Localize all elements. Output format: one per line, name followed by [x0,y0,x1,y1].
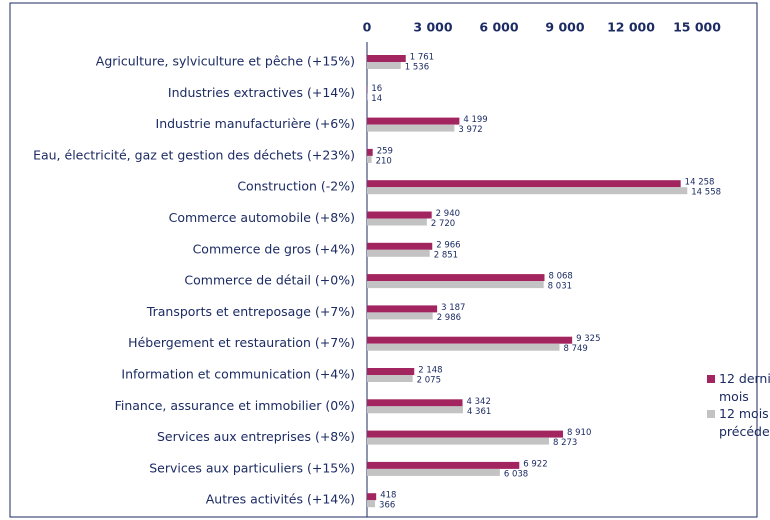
value-label: 14 558 [691,188,721,198]
value-label: 3 187 [441,303,465,313]
x-tick-label: 12 000 [607,20,655,35]
category-label: Transports et entreposage (+7%) [146,304,355,319]
value-label: 2 851 [434,250,458,260]
bar [367,218,427,226]
value-label: 1 761 [410,53,434,63]
value-label: 8 910 [567,428,591,438]
legend-label: 12 derniers mois [719,371,770,404]
bar [367,274,545,282]
bar [367,493,377,501]
bar [367,211,432,219]
value-label: 9 325 [576,334,600,344]
value-label: 16 [371,84,382,94]
value-label: 4 199 [463,115,487,125]
bar [367,430,564,438]
value-label: 8 273 [553,438,577,448]
bar [367,62,401,69]
bar [367,180,681,188]
bar [367,368,415,375]
x-tick-label: 9 000 [545,20,584,35]
bar [367,305,438,313]
bar [367,336,573,344]
value-label: 2 148 [418,366,442,376]
x-tick-label: 0 [363,20,372,35]
value-label: 2 986 [437,313,461,323]
value-label: 1 536 [405,63,429,73]
legend-label: 12 mois précédents [719,406,770,439]
category-label: Commerce de gros (+4%) [193,241,355,256]
value-label: 2 966 [436,240,460,250]
category-label: Autres activités (+14%) [206,492,355,507]
bar [367,187,688,195]
category-label: Industries extractives (+14%) [168,85,355,100]
category-label: Agriculture, sylviculture et pêche (+15%… [96,54,355,69]
value-label: 4 361 [467,407,491,417]
value-label: 4 342 [467,397,491,407]
value-label: 259 [377,146,393,156]
bar [367,437,550,445]
value-label: 418 [380,491,396,501]
bar [367,249,430,257]
category-label: Industrie manufacturière (+6%) [156,116,355,131]
bar [367,55,406,62]
bar [367,312,433,320]
bar [367,124,455,132]
x-tick-label: 15 000 [673,20,721,35]
bar [367,117,460,125]
frame [9,2,758,518]
legend-swatch [707,410,715,418]
bar [367,242,433,250]
category-label: Commerce de détail (+0%) [184,273,355,288]
value-label: 3 972 [458,125,482,135]
value-label: 8 068 [548,272,572,282]
bar [367,155,372,163]
category-label: Services aux particuliers (+15%) [149,460,355,475]
bar [367,406,463,414]
x-tick-label: 6 000 [479,20,518,35]
x-tick-label: 3 000 [413,20,452,35]
value-label: 8 031 [548,282,572,292]
bar [367,500,376,508]
category-label: Finance, assurance et immobilier (0%) [115,398,355,413]
bar [367,281,544,289]
category-label: Information et communication (+4%) [121,367,355,382]
bar [367,399,463,407]
value-label: 8 749 [563,344,587,354]
category-label: Services aux entreprises (+8%) [157,429,355,444]
category-label: Construction (-2%) [237,179,355,194]
category-label: Eau, électricité, gaz et gestion des déc… [33,147,355,162]
value-label: 6 922 [523,459,547,469]
value-label: 2 720 [431,219,455,229]
value-label: 366 [379,501,395,511]
value-label: 2 075 [417,376,441,386]
value-label: 14 [371,94,382,104]
bar [367,343,560,351]
value-label: 14 258 [685,178,715,188]
category-label: Hébergement et restauration (+7%) [128,335,355,350]
legend-swatch [707,375,715,383]
bar [367,375,413,382]
category-label: Commerce automobile (+8%) [169,210,355,225]
bar [367,461,520,469]
value-label: 6 038 [504,469,528,479]
bar [367,148,373,156]
value-label: 2 940 [436,209,460,219]
bar [367,468,500,476]
value-label: 210 [376,156,392,166]
